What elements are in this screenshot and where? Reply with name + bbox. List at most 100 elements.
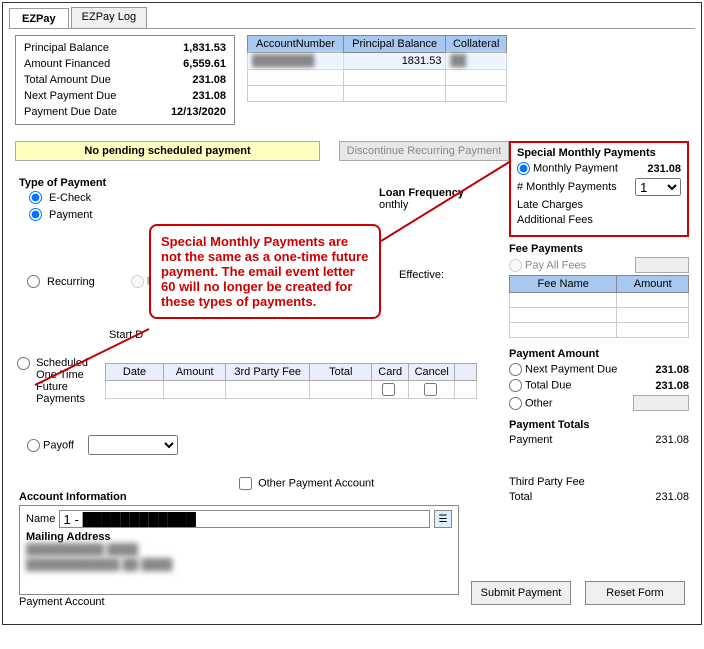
pa-next-label: Next Payment Due [525,363,617,375]
sched-col-cancel: Cancel [408,364,454,381]
tab-ezpay[interactable]: EZPay [9,8,69,29]
payment-totals-title: Payment Totals [509,419,689,431]
pt-total-label: Total [509,491,532,503]
mailing-line-2: ████████████ ██ ████ [26,558,452,573]
pa-total-label: Total Due [525,379,571,391]
pt-payment-label: Payment [509,434,552,446]
payment-due-date-label: Payment Due Date [24,104,117,120]
other-payment-account-checkbox[interactable] [239,477,252,490]
total-amount-due-label: Total Amount Due [24,72,111,88]
total-amount-due-value: 231.08 [192,72,226,88]
name-input[interactable] [59,510,430,528]
payoff-row: Payoff [27,435,178,455]
annotation-callout: Special Monthly Payments are not the sam… [149,224,381,319]
amount-financed-value: 6,559.61 [183,56,226,72]
payment-radio[interactable] [29,208,42,221]
num-monthly-payments-label: # Monthly Payments [517,181,617,193]
cell-principal-balance[interactable]: 1831.53 [343,53,446,70]
payment-account-label: Payment Account [19,596,105,608]
pay-all-fees-amount [635,257,689,273]
payoff-label: Payoff [43,439,74,451]
principal-balance-value: 1,831.53 [183,40,226,56]
payment-totals-group: Payment Totals Payment 231.08 Third Party… [509,419,689,503]
sched-col-blank [455,364,477,381]
pay-all-fees-radio [509,259,522,272]
pt-total-value: 231.08 [655,491,689,503]
fee-col-name: Fee Name [510,276,617,293]
late-charges-label: Late Charges [517,199,583,211]
account-information-title: Account Information [19,491,459,503]
sched-col-fee: 3rd Party Fee [226,364,310,381]
col-collateral[interactable]: Collateral [446,36,507,53]
monthly-payment-value: 231.08 [647,163,681,175]
pa-other-label: Other [525,397,553,409]
next-payment-due-label: Next Payment Due [24,88,116,104]
principal-balance-label: Principal Balance [24,40,109,56]
loan-frequency-value: onthly [379,199,499,211]
monthly-payment-radio[interactable] [517,162,530,175]
loan-frequency-group: Loan Frequency onthly [379,187,499,211]
due-radio [131,275,144,288]
fee-col-amount: Amount [617,276,689,293]
payoff-select[interactable] [88,435,178,455]
start-date-label: Start D [109,329,143,341]
sched-col-date: Date [106,364,164,381]
num-monthly-payments-select[interactable]: 1 [635,178,681,196]
submit-payment-button[interactable]: Submit Payment [471,581,571,605]
scheduled-radio[interactable] [17,357,30,370]
next-payment-due-radio[interactable] [509,363,522,376]
sched-col-total: Total [310,364,372,381]
payment-amount-title: Payment Amount [509,348,689,360]
pt-payment-value: 231.08 [655,434,689,446]
echeck-radio[interactable] [29,191,42,204]
payment-amount-group: Payment Amount Next Payment Due 231.08 T… [509,348,689,411]
lookup-icon[interactable]: ☰ [434,510,452,528]
amount-financed-label: Amount Financed [24,56,110,72]
action-buttons: Submit Payment Reset Form [471,581,685,605]
other-payment-account-label: Other Payment Account [258,477,374,489]
additional-fees-label: Additional Fees [517,214,593,226]
name-label: Name [26,513,55,525]
accounts-grid: AccountNumber Principal Balance Collater… [247,35,507,102]
tab-ezpay-log[interactable]: EZPay Log [71,7,147,28]
sched-card-checkbox[interactable] [382,383,395,396]
smp-title: Special Monthly Payments [517,147,681,159]
tab-bar: EZPay EZPay Log [9,7,701,28]
pay-all-fees-label: Pay All Fees [525,259,586,271]
recurring-row: Recurring Due [27,273,167,290]
pt-tpf-label: Third Party Fee [509,476,585,488]
cell-account-number[interactable]: ████████ [248,53,344,70]
recurring-radio[interactable] [27,275,40,288]
other-amount-radio[interactable] [509,397,522,410]
total-due-radio[interactable] [509,379,522,392]
mailing-line-1: ██████████ ████ [26,543,452,558]
pa-next-value: 231.08 [655,364,689,376]
discontinue-recurring-button: Discontinue Recurring Payment [339,141,509,161]
special-monthly-payments-box: Special Monthly Payments Monthly Payment… [509,141,689,237]
mailing-address-label: Mailing Address [26,531,452,543]
loan-frequency-title: Loan Frequency [379,187,499,199]
right-column: Special Monthly Payments Monthly Payment… [509,141,689,506]
fee-grid: Fee Name Amount [509,275,689,338]
pa-total-value: 231.08 [655,380,689,392]
account-information-group: Account Information Name ☰ Mailing Addre… [19,491,459,595]
effective-label: Effective: [399,269,444,281]
sched-cancel-checkbox[interactable] [424,383,437,396]
other-payment-account-row: Other Payment Account [239,477,374,490]
loan-summary-box: Principal Balance 1,831.53 Amount Finance… [15,35,235,125]
col-account-number[interactable]: AccountNumber [248,36,344,53]
other-amount-input[interactable] [633,395,689,411]
echeck-label: E-Check [49,192,91,204]
fee-payments-title: Fee Payments [509,243,689,255]
col-principal-balance[interactable]: Principal Balance [343,36,446,53]
scheduled-payments-grid: Scheduled One Time Future Payments Date … [17,357,477,405]
payoff-radio[interactable] [27,439,40,452]
payment-due-date-value: 12/13/2020 [171,104,226,120]
ezpay-window: EZPay EZPay Log Principal Balance 1,831.5… [2,2,702,625]
sched-col-card: Card [372,364,409,381]
reset-form-button[interactable]: Reset Form [585,581,685,605]
sched-col-amount: Amount [164,364,226,381]
cell-collateral[interactable]: ██ [446,53,507,70]
pending-status: No pending scheduled payment [15,141,320,161]
monthly-payment-label: Monthly Payment [533,162,618,174]
